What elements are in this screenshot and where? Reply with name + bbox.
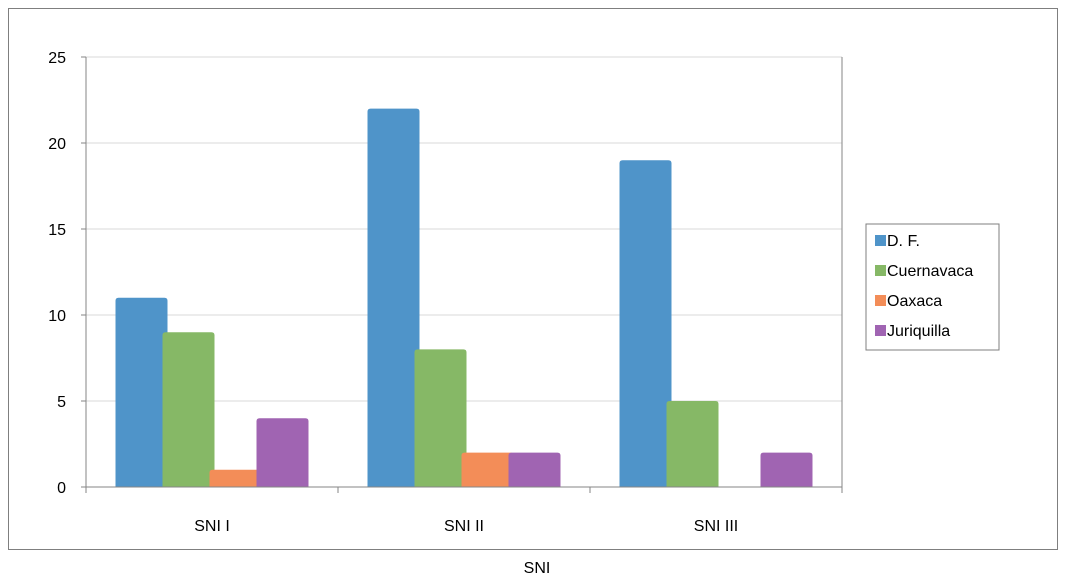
bars: [115, 108, 813, 487]
legend-swatch: [875, 295, 886, 306]
legend-label: Cuernavaca: [887, 263, 973, 280]
x-tick-label: SNI I: [194, 518, 230, 535]
legend-label: D. F.: [887, 233, 920, 250]
x-tick-label: SNI II: [444, 518, 484, 535]
legend-label: Oaxaca: [887, 293, 942, 310]
y-tick-label: 25: [48, 50, 66, 67]
bar-d-f-0: [115, 297, 168, 487]
y-tick-label: 5: [57, 394, 66, 411]
bar-cuernavaca-2: [666, 401, 719, 487]
legend-box: [865, 223, 1000, 351]
bar-oaxaca-0: [209, 469, 262, 487]
legend-label: Juriquilla: [887, 323, 950, 340]
y-tick-label: 20: [48, 136, 66, 153]
bar-juriquilla-2: [760, 452, 813, 487]
x-axis-title: SNI: [524, 560, 551, 577]
bar-d-f-1: [367, 108, 420, 487]
bar-cuernavaca-1: [414, 349, 467, 487]
legend-swatch: [875, 265, 886, 276]
bar-juriquilla-0: [256, 418, 309, 487]
legend: D. F. Cuernavaca Oaxaca Juriquilla: [865, 223, 1000, 351]
bar-d-f-2: [619, 160, 672, 487]
bar-cuernavaca-0: [162, 332, 215, 487]
x-tick-label: SNI III: [694, 518, 738, 535]
y-tick-label: 15: [48, 222, 66, 239]
bar-juriquilla-1: [508, 452, 561, 487]
legend-swatch: [875, 235, 886, 246]
y-tick-label: 0: [57, 480, 66, 497]
y-tick-label: 10: [48, 308, 66, 325]
legend-swatch: [875, 325, 886, 336]
axes: 0 5 10 15 20 25 SNI I SNI II SNI III: [48, 50, 843, 535]
bar-oaxaca-1: [461, 452, 514, 487]
